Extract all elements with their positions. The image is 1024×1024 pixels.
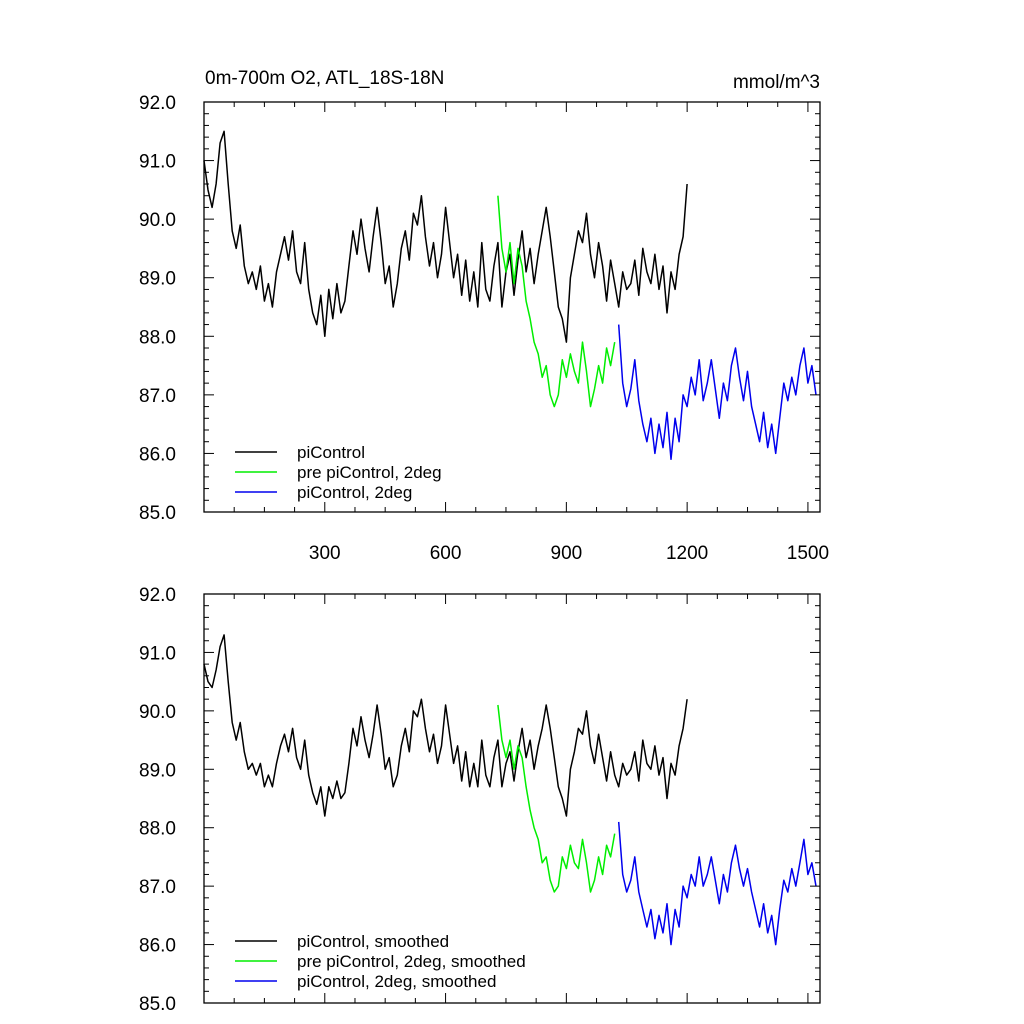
y-tick-label: 88.0 [139,327,176,348]
ticks-layer [204,593,820,1004]
legend-label-picontrol-smoothed: piControl, smoothed [297,932,449,951]
labels-layer: 85.0 86.0 87.0 88.0 89.0 90.0 91.0 92.0 300 600 90… [139,93,829,564]
series-layer [203,130,817,461]
series-line-1 [203,634,688,817]
y-tick-label: 89.0 [139,269,176,290]
y-tick-label: 85.0 [139,503,176,524]
y-tick-label: 85.0 [139,994,176,1015]
y-tick-label: 88.0 [139,819,176,840]
legend: piControl pre piControl, 2deg piControl,… [235,443,442,502]
legend-label-picontrol: piControl [297,443,365,462]
legend-label-picontrol-2deg-smoothed: piControl, 2deg, smoothed [297,972,496,991]
x-tick-label: 1200 [666,543,708,564]
y-tick-label: 89.0 [139,760,176,781]
legend-label-pre-picontrol-2deg-smoothed: pre piControl, 2deg, smoothed [297,952,526,971]
series-line-3 [617,821,817,946]
units-label: mmol/m^3 [733,72,820,93]
series-line-3 [617,324,817,461]
top-chart: 0m-700m O2, ATL_18S-18N mmol/m^3 85.0 86.… [139,68,829,564]
y-tick-label: 87.0 [139,386,176,407]
x-tick-label: 900 [551,543,583,564]
x-tick-label: 600 [430,543,462,564]
legend: piControl, smoothed pre piControl, 2deg,… [235,932,526,991]
y-tick-label: 92.0 [139,93,176,114]
y-tick-label: 90.0 [139,210,176,231]
legend-label-pre-picontrol-2deg: pre piControl, 2deg [297,463,442,482]
y-tick-label: 86.0 [139,444,176,465]
plot-frame [203,101,821,513]
chart-title: 0m-700m O2, ATL_18S-18N [205,68,444,89]
y-tick-label: 90.0 [139,702,176,723]
plot-frame [203,593,821,1004]
series-line-1 [203,130,688,343]
bottom-chart: 85.0 86.0 87.0 88.0 89.0 90.0 91.0 92.0 piContr… [139,585,821,1015]
y-tick-label: 92.0 [139,585,176,606]
x-tick-label: 1500 [787,543,829,564]
y-tick-label: 91.0 [139,643,176,664]
y-tick-label: 87.0 [139,877,176,898]
y-tick-label: 86.0 [139,936,176,957]
ticks-layer [204,101,820,513]
series-layer [203,634,817,946]
series-line-2 [497,704,616,893]
y-tick-label: 91.0 [139,152,176,173]
series-line-2 [497,195,616,408]
x-tick-label: 300 [309,543,341,564]
legend-label-picontrol-2deg: piControl, 2deg [297,483,412,502]
labels-layer: 85.0 86.0 87.0 88.0 89.0 90.0 91.0 92.0 [139,585,176,1015]
